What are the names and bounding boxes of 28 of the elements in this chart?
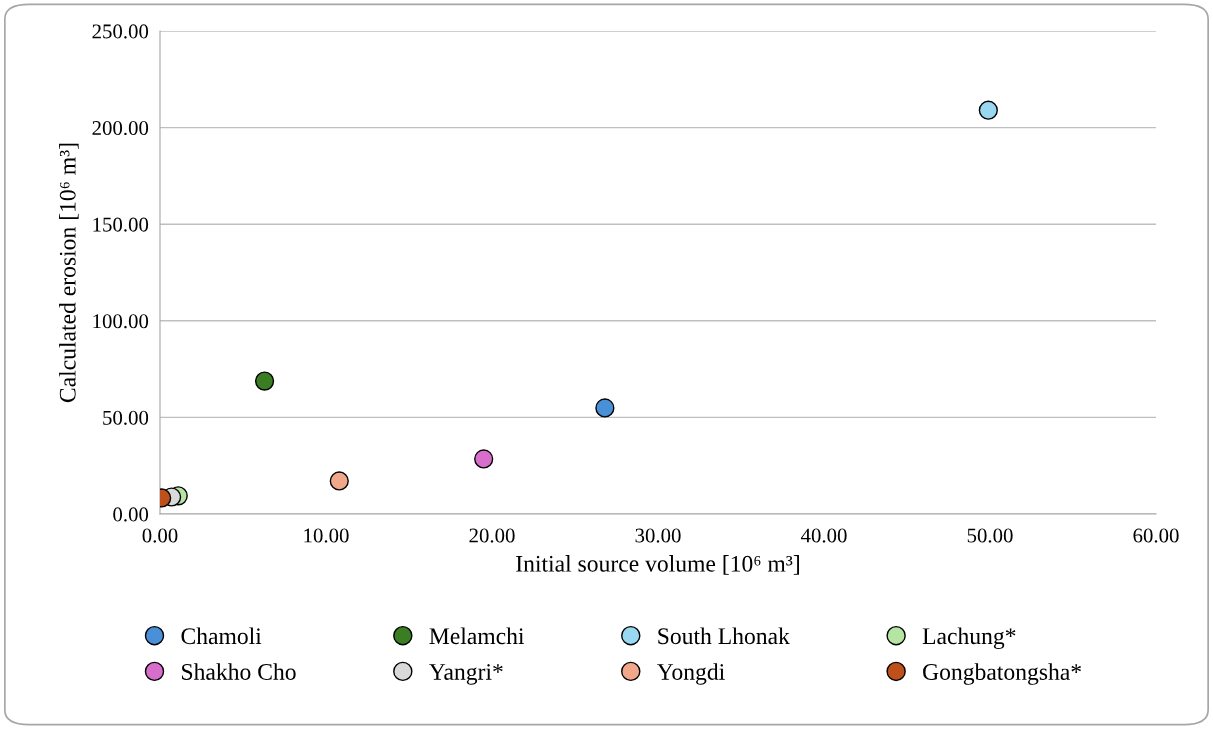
point [474, 449, 494, 469]
point [978, 100, 998, 120]
x-axis-title: Initial source volume [10⁶ m³] [516, 555, 799, 575]
x-tick-label: 0.00 [142, 528, 178, 543]
legend-label: Melamchi [429, 627, 525, 645]
point [329, 471, 349, 491]
x-tick-label: 50.00 [967, 528, 1013, 543]
y-tick-label: 150.00 [93, 217, 149, 232]
point [595, 398, 615, 418]
x-tick-label: 60.00 [1133, 528, 1179, 543]
y-tick-label: 250.00 [92, 24, 149, 39]
x-tick-label: 10.00 [304, 528, 349, 543]
x-tick-label: 30.00 [635, 528, 681, 543]
x-tick-label: 40.00 [800, 528, 847, 543]
legend-label: Lachung* [922, 627, 1016, 650]
legend-label: Chamoli [181, 627, 262, 645]
y-tick-label: 200.00 [92, 120, 149, 136]
y-axis-title: Calculated erosion [10⁶ m³] [59, 143, 79, 403]
x-tick-label: 20.00 [469, 528, 515, 543]
legend-label: Yangri* [429, 664, 503, 685]
legend-label: Gongbatongsha* [923, 663, 1081, 685]
legend-label: South Lhonak [658, 627, 790, 645]
legend-label: Shakho Cho [182, 663, 296, 680]
legend-label: Yongdi [657, 663, 725, 685]
point [254, 371, 275, 391]
y-tick-label: 0.00 [113, 507, 149, 522]
y-tick-label: 50.00 [103, 410, 149, 425]
y-tick-label: 100.00 [93, 314, 149, 329]
